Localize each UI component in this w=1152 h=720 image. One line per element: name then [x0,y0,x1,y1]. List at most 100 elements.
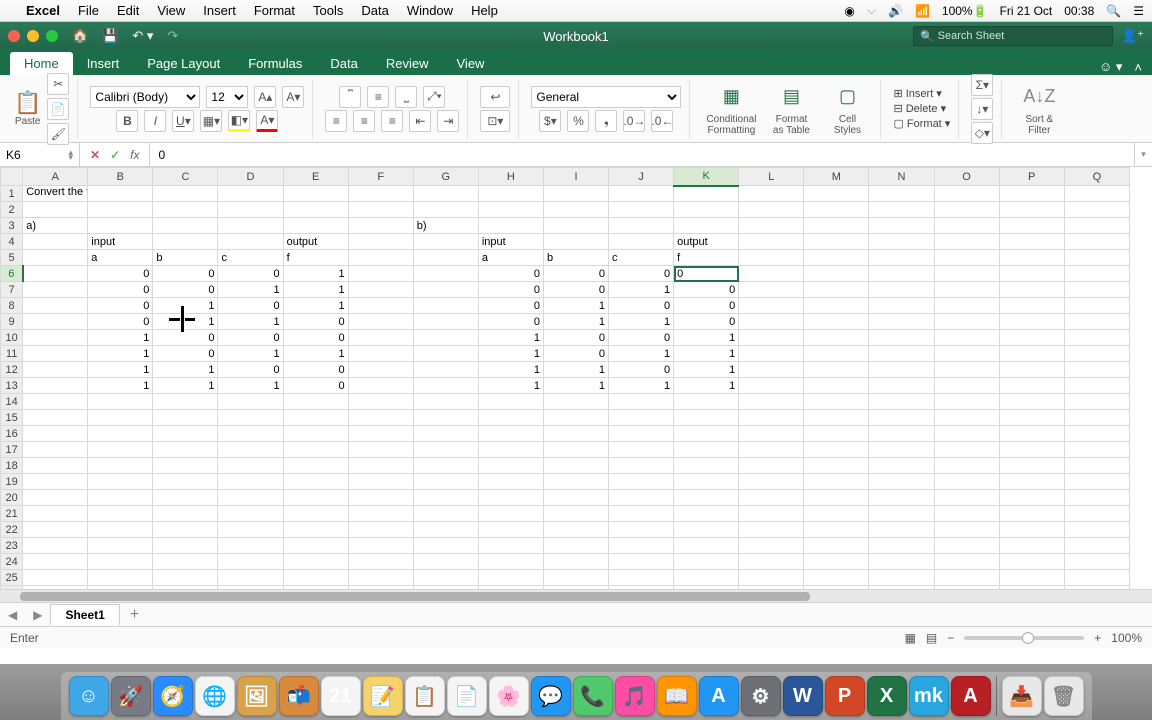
cell-E7[interactable]: 1 [283,282,348,298]
share-icon[interactable]: 👤⁺ [1121,28,1144,44]
cell-E10[interactable]: 0 [283,330,348,346]
cell-K8[interactable]: 0 [674,298,739,314]
cell-M25[interactable] [804,570,869,586]
row-header-7[interactable]: 7 [1,282,23,298]
col-header-G[interactable]: G [413,168,478,186]
cell-N3[interactable] [869,218,934,234]
cell-Q4[interactable] [1064,234,1129,250]
cell-P12[interactable] [999,362,1064,378]
cell-A24[interactable] [23,554,88,570]
cell-H17[interactable] [478,442,543,458]
cell-Q11[interactable] [1064,346,1129,362]
cell-P17[interactable] [999,442,1064,458]
cell-P9[interactable] [999,314,1064,330]
cell-D13[interactable]: 1 [218,378,283,394]
cell-K9[interactable]: 0 [674,314,739,330]
cell-Q17[interactable] [1064,442,1129,458]
cell-A12[interactable] [23,362,88,378]
font-name-select[interactable]: Calibri (Body) [90,86,200,108]
cell-Q21[interactable] [1064,506,1129,522]
cell-H4[interactable]: input [478,234,543,250]
cell-H25[interactable] [478,570,543,586]
cell-P11[interactable] [999,346,1064,362]
spreadsheet-grid[interactable]: ABCDEFGHIJKLMNOPQ1Convert the following … [0,167,1152,589]
cell-N6[interactable] [869,266,934,282]
cell-E8[interactable]: 1 [283,298,348,314]
tab-review[interactable]: Review [372,52,443,75]
cell-P6[interactable] [999,266,1064,282]
cell-M3[interactable] [804,218,869,234]
cell-M9[interactable] [804,314,869,330]
inc-decimal-icon[interactable]: .0→ [623,110,645,132]
cell-I11[interactable]: 0 [543,346,608,362]
cell-A10[interactable] [23,330,88,346]
cell-F10[interactable] [348,330,413,346]
cell-K2[interactable] [674,202,739,218]
cell-G12[interactable] [413,362,478,378]
cell-O4[interactable] [934,234,999,250]
search-sheet-input[interactable]: 🔍 Search Sheet [913,26,1113,46]
sheet-nav-prev[interactable]: ◀ [0,608,25,622]
dock-app-12[interactable]: 📞 [573,676,613,716]
tab-insert[interactable]: Insert [73,52,134,75]
cell-E5[interactable]: f [283,250,348,266]
name-box[interactable]: K6 ▴▾ [0,143,80,166]
cell-N21[interactable] [869,506,934,522]
cell-L10[interactable] [739,330,804,346]
cell-E24[interactable] [283,554,348,570]
dock-app-8[interactable]: 📋 [405,676,445,716]
cell-G23[interactable] [413,538,478,554]
cell-K17[interactable] [674,442,739,458]
cell-J17[interactable] [609,442,674,458]
cell-N8[interactable] [869,298,934,314]
cell-L13[interactable] [739,378,804,394]
col-header-E[interactable]: E [283,168,348,186]
cell-D18[interactable] [218,458,283,474]
cell-Q5[interactable] [1064,250,1129,266]
cell-A7[interactable] [23,282,88,298]
cell-J23[interactable] [609,538,674,554]
cell-M6[interactable] [804,266,869,282]
cell-H10[interactable]: 1 [478,330,543,346]
cell-A13[interactable] [23,378,88,394]
cell-D4[interactable] [218,234,283,250]
cell-C6[interactable]: 0 [153,266,218,282]
cell-B11[interactable]: 1 [88,346,153,362]
cell-N4[interactable] [869,234,934,250]
col-header-F[interactable]: F [348,168,413,186]
cell-G22[interactable] [413,522,478,538]
row-header-21[interactable]: 21 [1,506,23,522]
col-header-H[interactable]: H [478,168,543,186]
cell-N15[interactable] [869,410,934,426]
fx-icon[interactable]: fx [130,148,139,162]
cell-G24[interactable] [413,554,478,570]
cell-N5[interactable] [869,250,934,266]
cell-C12[interactable]: 1 [153,362,218,378]
cell-H20[interactable] [478,490,543,506]
expand-formula-icon[interactable]: ▾ [1134,143,1152,166]
cell-E15[interactable] [283,410,348,426]
cell-O14[interactable] [934,394,999,410]
cell-O19[interactable] [934,474,999,490]
page-layout-view-icon[interactable]: ▤ [926,631,937,645]
cell-M23[interactable] [804,538,869,554]
cell-O22[interactable] [934,522,999,538]
row-header-17[interactable]: 17 [1,442,23,458]
cell-G20[interactable] [413,490,478,506]
cell-I13[interactable]: 1 [543,378,608,394]
cell-K3[interactable] [674,218,739,234]
cell-O7[interactable] [934,282,999,298]
cell-K18[interactable] [674,458,739,474]
cell-D17[interactable] [218,442,283,458]
cell-J18[interactable] [609,458,674,474]
cell-K22[interactable] [674,522,739,538]
tab-data[interactable]: Data [316,52,371,75]
cell-E19[interactable] [283,474,348,490]
cell-F16[interactable] [348,426,413,442]
cell-G5[interactable] [413,250,478,266]
cell-F15[interactable] [348,410,413,426]
cell-G16[interactable] [413,426,478,442]
cell-J24[interactable] [609,554,674,570]
cell-O1[interactable] [934,186,999,202]
cell-J14[interactable] [609,394,674,410]
